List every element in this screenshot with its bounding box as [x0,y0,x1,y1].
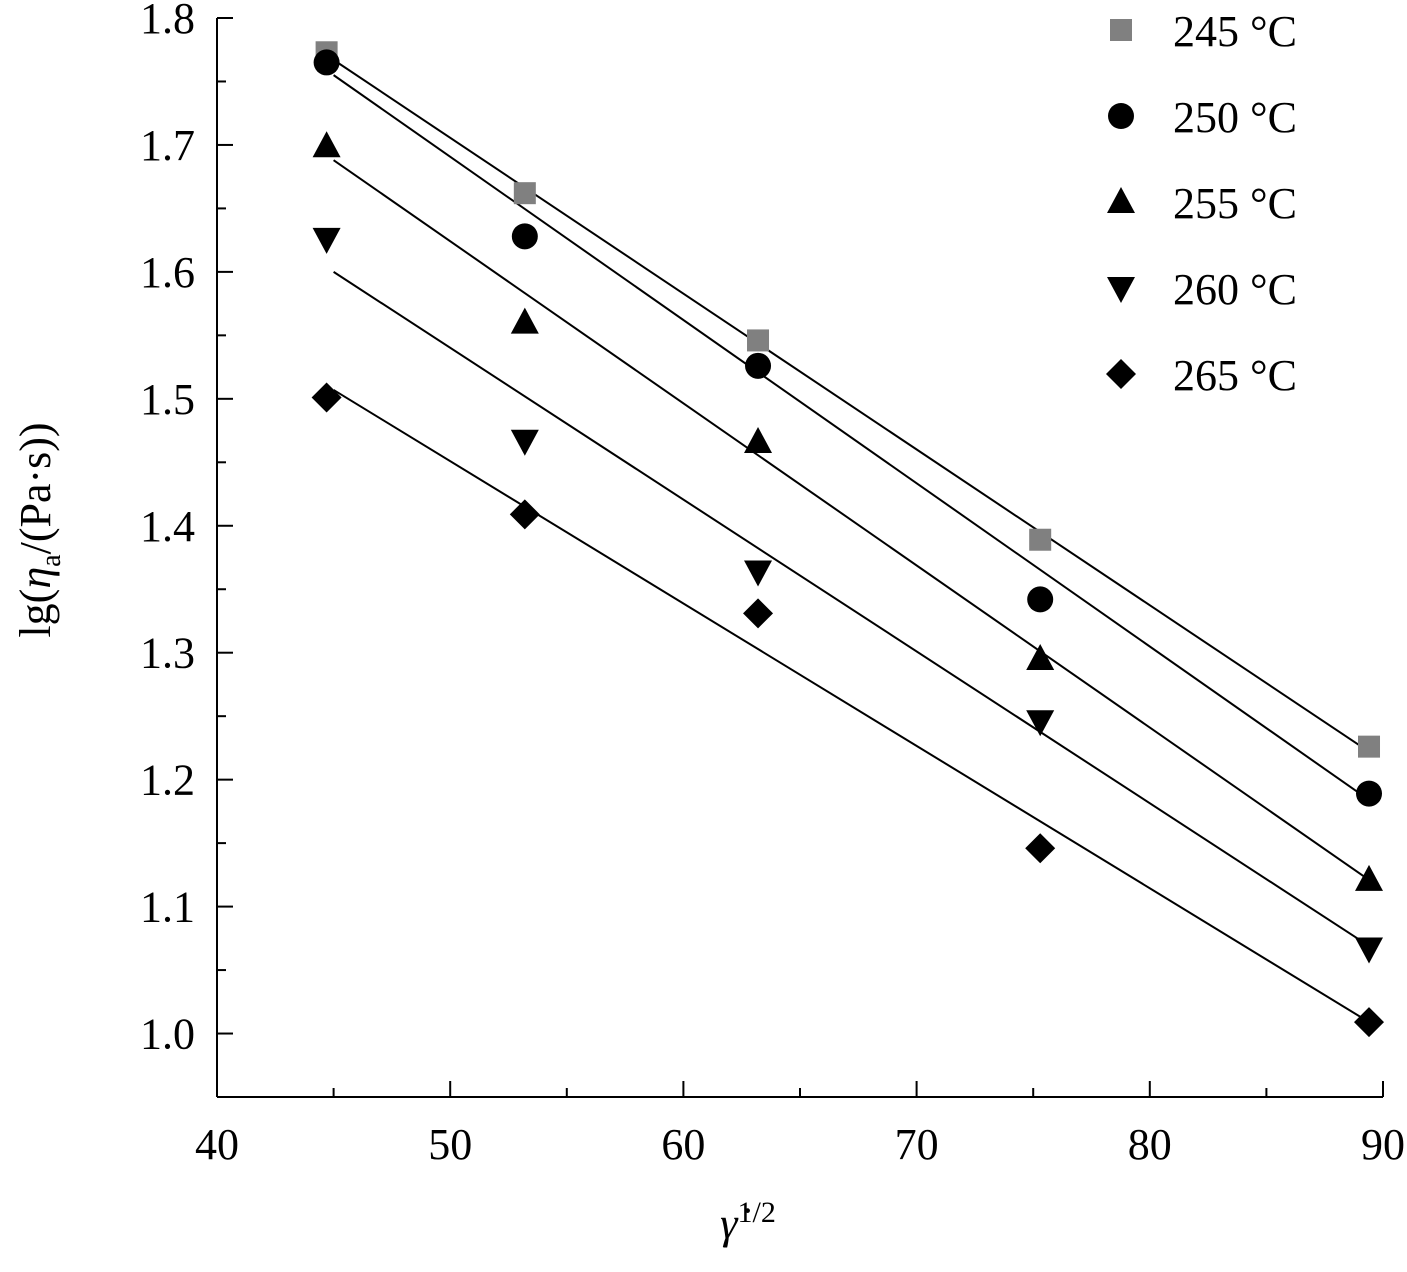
y-axis-title-suffix: /(Pa·s)) [11,422,60,554]
data-point [743,598,774,629]
legend-label: 245 °C [1173,7,1297,56]
x-tick-label: 80 [1128,1120,1172,1169]
data-point [745,352,772,379]
y-tick-label: 1.2 [140,756,195,805]
data-point [1354,1007,1385,1038]
y-tick-label: 1.7 [140,121,195,170]
data-point [1027,586,1054,613]
data-point [510,429,539,456]
data-point [1358,735,1381,758]
y-axis-title-eta: η [11,567,60,589]
legend-label: 255 °C [1173,179,1297,228]
legend-marker [1110,19,1132,41]
fit-line [333,271,1370,947]
legend: 245 °C 250 °C 255 °C 260 °C 265 °C [1106,7,1297,400]
legend-label: 250 °C [1173,93,1297,142]
data-point [311,382,342,413]
legend-label: 265 °C [1173,351,1297,400]
x-tick-label: 70 [895,1120,939,1169]
y-tick-label: 1.1 [140,883,195,932]
data-point [313,49,340,76]
data-point [1029,528,1052,551]
y-tick-label: 1.3 [140,629,195,678]
data-point [1026,710,1055,737]
y-axis-title-subscript: a [36,554,67,567]
x-axis: 40 50 60 70 80 90 [195,1081,1405,1169]
data-point [747,329,770,352]
data-point [511,223,538,250]
legend-marker [1107,277,1135,303]
x-tick-label: 60 [661,1120,705,1169]
data-markers [311,41,1385,1038]
y-axis-title-prefix: lg( [11,589,60,638]
data-point [513,182,536,205]
fit-lines [333,59,1370,1023]
y-tick-label: 1.8 [140,0,195,43]
data-point [744,560,773,587]
fit-line [333,59,1370,753]
legend-marker [1107,187,1135,213]
y-axis-title: lg(ηa/(Pa·s)) [11,422,67,637]
data-point [1025,833,1056,864]
data-point [509,499,540,530]
x-tick-label: 50 [428,1120,472,1169]
data-point [1355,864,1384,891]
legend-marker [1108,103,1134,129]
legend-label: 260 °C [1173,265,1297,314]
y-tick-label: 1.0 [140,1010,195,1059]
data-point [1355,937,1384,964]
x-axis-title-exponent: 1/2 [738,1196,776,1229]
data-point [510,307,539,334]
x-tick-label: 40 [195,1120,239,1169]
data-point [1356,780,1383,807]
y-tick-label: 1.4 [140,502,195,551]
fit-line [333,74,1370,801]
legend-marker [1106,359,1136,389]
data-point [1026,644,1055,671]
data-point [744,426,773,453]
x-tick-label: 90 [1361,1120,1405,1169]
data-point [312,227,341,254]
y-tick-label: 1.6 [140,248,195,297]
y-tick-label: 1.5 [140,375,195,424]
x-axis-title: γ̇1/2 [720,1196,776,1248]
fit-line [333,159,1370,881]
fit-line [333,389,1370,1023]
y-axis: 1.0 1.1 1.2 1.3 1.4 1.5 1.6 1.7 1.8 [140,0,233,1059]
data-point [312,131,341,158]
